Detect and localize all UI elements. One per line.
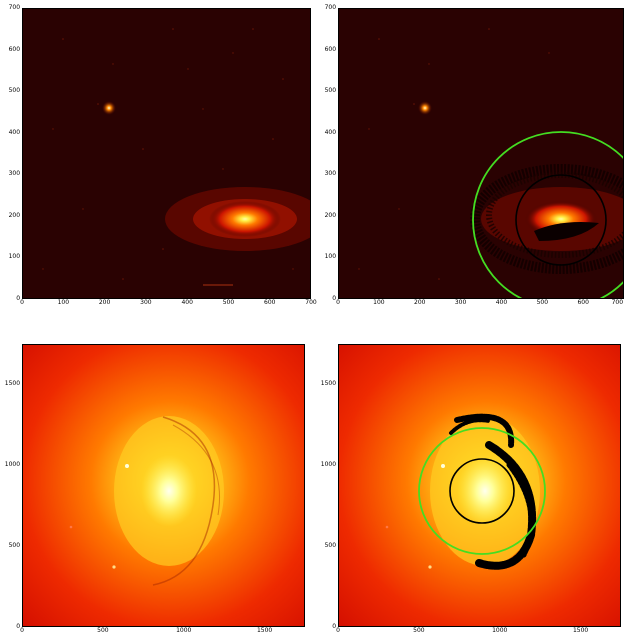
image-axes-bottom-left xyxy=(22,344,305,627)
y-tick-label: 1000 xyxy=(4,461,21,469)
y-tick-label: 0 xyxy=(332,295,337,302)
inner-fit-circle xyxy=(515,174,607,266)
x-tick-label: 400 xyxy=(181,299,193,306)
y-tick-label: 100 xyxy=(8,253,21,261)
x-tick-label: 700 xyxy=(611,299,624,306)
y-tick-label: 200 xyxy=(8,211,21,219)
y-tick-label: 600 xyxy=(324,45,337,53)
x-tick-label: 500 xyxy=(222,299,235,306)
image-axes-top-right xyxy=(338,8,624,299)
x-tick-label: 0 xyxy=(336,299,340,306)
y-tick-label: 1500 xyxy=(320,380,337,388)
dark-ring-structure xyxy=(470,164,623,274)
y-tick-label: 1000 xyxy=(320,461,337,469)
x-tick-label: 300 xyxy=(454,299,467,306)
x-tick-label: 0 xyxy=(20,299,24,306)
inner-fit-circle xyxy=(449,458,515,524)
image-axes-bottom-right xyxy=(338,344,621,627)
panel-top-left: 0 100 200 300 400 500 600 700 0 100 200 300 400 500 6… xyxy=(0,0,317,312)
y-tick-label: 200 xyxy=(324,211,337,219)
bright-star xyxy=(102,101,116,115)
y-tick-label: 500 xyxy=(324,87,337,95)
y-tick-label: 0 xyxy=(16,623,21,630)
y-tick-label: 400 xyxy=(8,128,21,136)
x-tick-label: 100 xyxy=(373,299,385,306)
y-tick-label: 0 xyxy=(16,295,21,302)
image-axes-top-left xyxy=(22,8,311,299)
y-tick-label: 500 xyxy=(8,87,21,95)
x-tick-label: 300 xyxy=(140,299,152,306)
y-tick-label: 0 xyxy=(332,623,337,630)
y-tick-label: 500 xyxy=(8,542,21,550)
y-tick-label: 500 xyxy=(324,542,337,550)
y-tick-label: 300 xyxy=(324,170,337,178)
x-tick-label: 600 xyxy=(577,299,589,306)
outer-fit-circle xyxy=(418,427,546,555)
y-tick-label: 700 xyxy=(8,4,21,11)
x-tick-label: 100 xyxy=(57,299,70,306)
x-tick-label: 700 xyxy=(305,299,317,306)
y-tick-label: 400 xyxy=(324,128,337,136)
y-tick-label: 700 xyxy=(324,4,337,11)
x-tick-label: 600 xyxy=(264,299,276,306)
galaxy-image-bottom-left xyxy=(23,345,304,626)
outer-fit-circle xyxy=(472,131,623,298)
x-tick-label: 400 xyxy=(495,299,508,306)
x-tick-label: 0 xyxy=(336,627,340,634)
galaxy-image-top-right xyxy=(339,9,623,298)
x-tick-label: 1000 xyxy=(176,627,192,634)
x-tick-label: 1500 xyxy=(572,627,589,634)
y-tick-label: 1500 xyxy=(4,380,21,388)
galaxy-image-top-left xyxy=(23,9,310,298)
y-tick-label: 600 xyxy=(8,45,21,53)
x-tick-label: 500 xyxy=(413,627,425,634)
y-tick-label: 100 xyxy=(324,253,337,261)
x-tick-label: 500 xyxy=(536,299,549,306)
x-tick-label: 200 xyxy=(98,299,111,306)
x-tick-label: 1000 xyxy=(492,627,508,634)
dark-arm-structure xyxy=(449,413,536,570)
x-tick-label: 500 xyxy=(97,627,109,634)
galaxy-image-bottom-right xyxy=(339,345,620,626)
noise-dots xyxy=(42,28,294,280)
x-tick-label: 200 xyxy=(414,299,426,306)
x-tick-label: 0 xyxy=(20,627,24,634)
y-tick-label: 300 xyxy=(8,170,21,178)
x-tick-label: 1500 xyxy=(256,627,273,634)
